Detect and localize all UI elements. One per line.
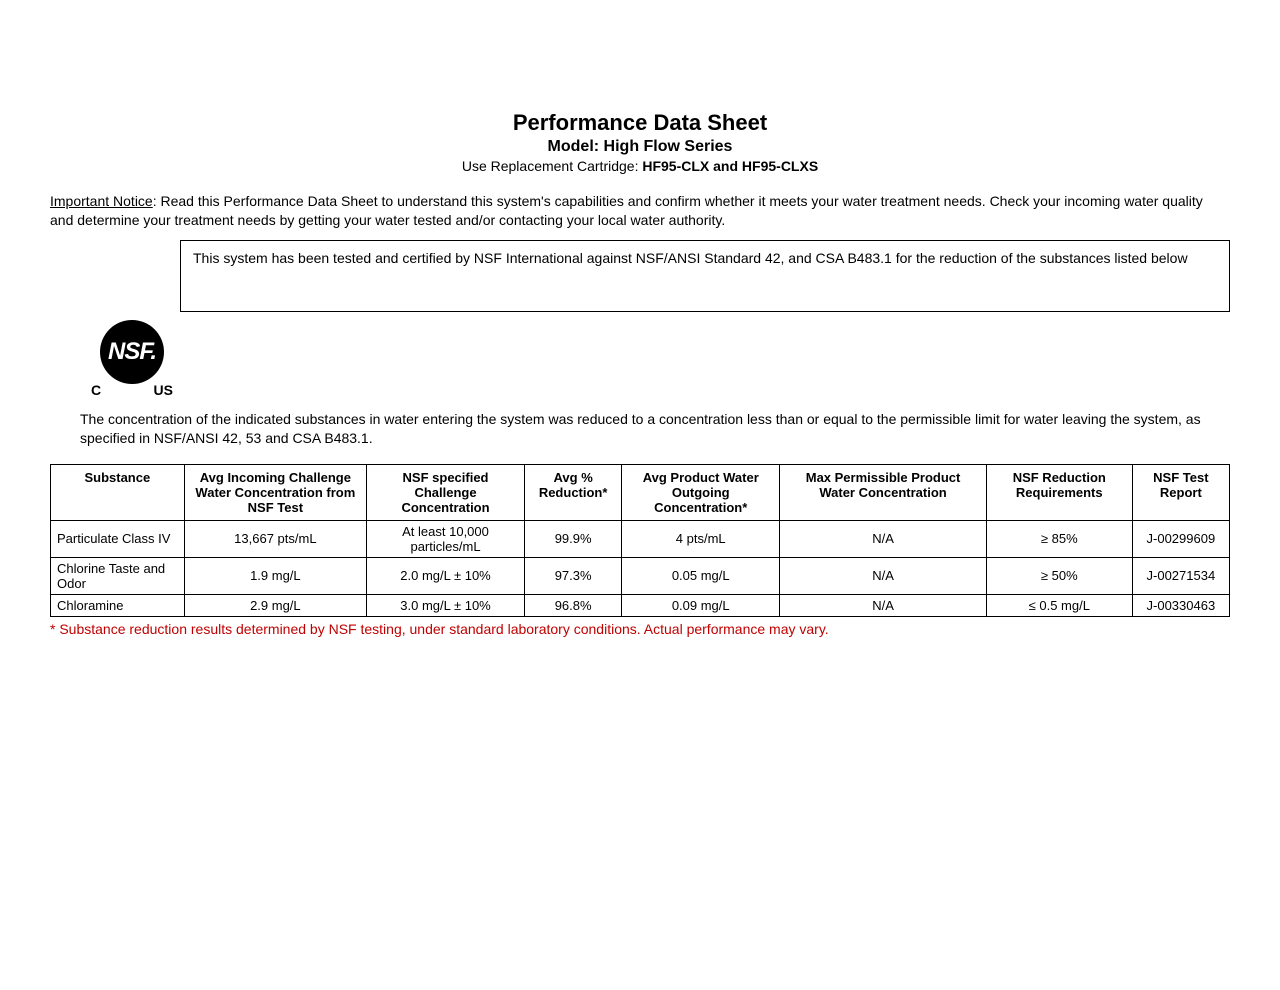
cell-outgoing: 0.05 mg/L bbox=[622, 557, 780, 594]
certification-box: This system has been tested and certifie… bbox=[180, 240, 1230, 312]
cell-report: J-00271534 bbox=[1132, 557, 1229, 594]
th-nsfspec: NSF specified Challenge Concentration bbox=[367, 464, 525, 520]
th-maxperm: Max Permissible Product Water Concentrat… bbox=[780, 464, 987, 520]
table-header-row: Substance Avg Incoming Challenge Water C… bbox=[51, 464, 1230, 520]
table-body: Particulate Class IV13,667 pts/mLAt leas… bbox=[51, 520, 1230, 616]
cell-substance: Chloramine bbox=[51, 594, 185, 616]
cartridge-prefix: Use Replacement Cartridge: bbox=[462, 158, 643, 174]
important-notice: Important Notice: Read this Performance … bbox=[50, 192, 1230, 230]
cell-incoming: 2.9 mg/L bbox=[184, 594, 366, 616]
document-header: Performance Data Sheet Model: High Flow … bbox=[50, 40, 1230, 174]
notice-label: Important Notice bbox=[50, 193, 153, 209]
cell-outgoing: 0.09 mg/L bbox=[622, 594, 780, 616]
cell-reduction: 96.8% bbox=[525, 594, 622, 616]
page-title: Performance Data Sheet bbox=[50, 110, 1230, 136]
cell-report: J-00299609 bbox=[1132, 520, 1229, 557]
cell-reduction: 97.3% bbox=[525, 557, 622, 594]
cell-reduction: 99.9% bbox=[525, 520, 622, 557]
cell-maxperm: N/A bbox=[780, 557, 987, 594]
cell-nsfspec: At least 10,000 particles/mL bbox=[367, 520, 525, 557]
footnote: * Substance reduction results determined… bbox=[50, 621, 1230, 637]
nsf-logo-container: NSF. C US bbox=[100, 320, 1230, 400]
cell-nsfred: ≤ 0.5 mg/L bbox=[986, 594, 1132, 616]
cell-nsfred: ≥ 50% bbox=[986, 557, 1132, 594]
cartridge-line: Use Replacement Cartridge: HF95-CLX and … bbox=[50, 158, 1230, 174]
notice-text: : Read this Performance Data Sheet to un… bbox=[50, 193, 1203, 228]
nsf-sub-right: US bbox=[154, 382, 173, 398]
cell-report: J-00330463 bbox=[1132, 594, 1229, 616]
table-row: Chloramine2.9 mg/L3.0 mg/L ± 10%96.8%0.0… bbox=[51, 594, 1230, 616]
nsf-sub-labels: C US bbox=[91, 382, 173, 398]
cell-incoming: 1.9 mg/L bbox=[184, 557, 366, 594]
concentration-statement: The concentration of the indicated subst… bbox=[80, 410, 1230, 448]
th-outgoing: Avg Product Water Outgoing Concentration… bbox=[622, 464, 780, 520]
cell-nsfspec: 2.0 mg/L ± 10% bbox=[367, 557, 525, 594]
model-line: Model: High Flow Series bbox=[50, 138, 1230, 156]
cell-maxperm: N/A bbox=[780, 594, 987, 616]
nsf-circle-icon: NSF. bbox=[100, 320, 164, 384]
certification-text: This system has been tested and certifie… bbox=[193, 250, 1188, 266]
th-nsfred: NSF Reduction Requirements bbox=[986, 464, 1132, 520]
performance-table: Substance Avg Incoming Challenge Water C… bbox=[50, 464, 1230, 617]
cell-outgoing: 4 pts/mL bbox=[622, 520, 780, 557]
cartridge-models: HF95-CLX and HF95-CLXS bbox=[642, 158, 818, 174]
th-substance: Substance bbox=[51, 464, 185, 520]
cell-nsfred: ≥ 85% bbox=[986, 520, 1132, 557]
table-row: Particulate Class IV13,667 pts/mLAt leas… bbox=[51, 520, 1230, 557]
th-report: NSF Test Report bbox=[1132, 464, 1229, 520]
cell-substance: Chlorine Taste and Odor bbox=[51, 557, 185, 594]
cell-incoming: 13,667 pts/mL bbox=[184, 520, 366, 557]
th-incoming: Avg Incoming Challenge Water Concentrati… bbox=[184, 464, 366, 520]
cell-substance: Particulate Class IV bbox=[51, 520, 185, 557]
nsf-sub-left: C bbox=[91, 382, 101, 398]
cell-nsfspec: 3.0 mg/L ± 10% bbox=[367, 594, 525, 616]
cell-maxperm: N/A bbox=[780, 520, 987, 557]
th-reduction: Avg % Reduction* bbox=[525, 464, 622, 520]
nsf-logo: NSF. C US bbox=[100, 320, 173, 398]
table-row: Chlorine Taste and Odor1.9 mg/L2.0 mg/L … bbox=[51, 557, 1230, 594]
